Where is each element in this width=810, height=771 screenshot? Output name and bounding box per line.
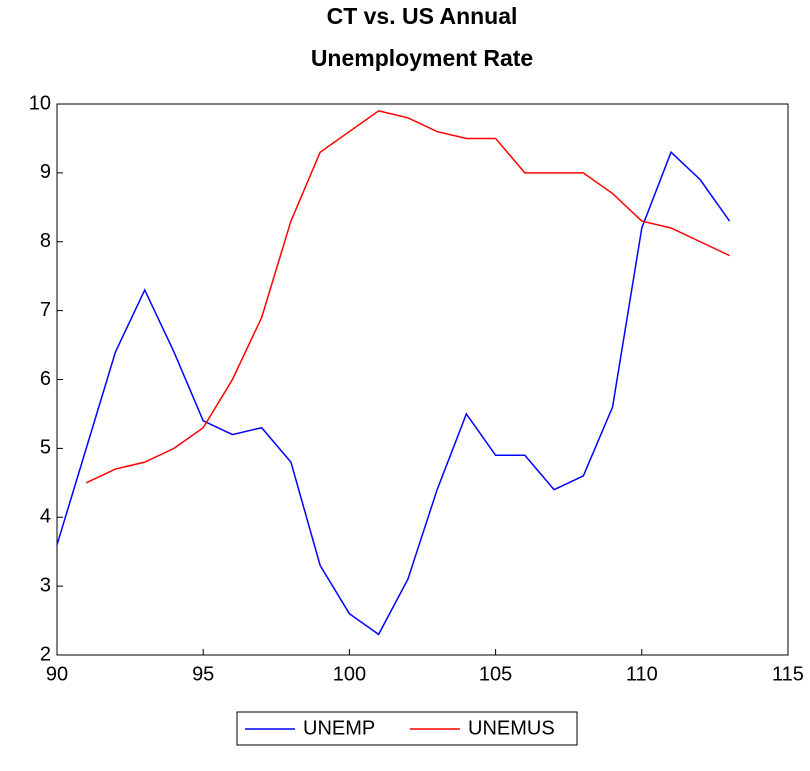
x-tick-label: 100 (333, 663, 366, 685)
y-tick-label: 6 (40, 368, 51, 390)
x-tick-label: 95 (192, 663, 214, 685)
y-tick-label: 3 (40, 574, 51, 596)
legend-label: UNEMUS (468, 717, 555, 739)
y-tick-label: 8 (40, 230, 51, 252)
y-tick-label: 9 (40, 161, 51, 183)
y-tick-label: 7 (40, 299, 51, 321)
x-tick-label: 115 (772, 663, 804, 685)
y-tick-label: 5 (40, 437, 51, 459)
x-tick-label: 110 (626, 663, 658, 685)
chart-title: CT vs. US Annual (327, 3, 518, 29)
y-tick-label: 2 (40, 643, 51, 665)
plot-frame (56, 103, 789, 656)
series-line (56, 150, 731, 636)
x-tick-label: 90 (46, 663, 68, 685)
legend-label: UNEMP (303, 717, 375, 739)
chart-title: Unemployment Rate (311, 45, 533, 71)
legend-box (236, 711, 578, 746)
x-tick-label: 105 (479, 663, 512, 685)
y-tick-label: 10 (29, 92, 51, 114)
series-line (85, 110, 730, 484)
y-tick-label: 4 (40, 506, 51, 528)
